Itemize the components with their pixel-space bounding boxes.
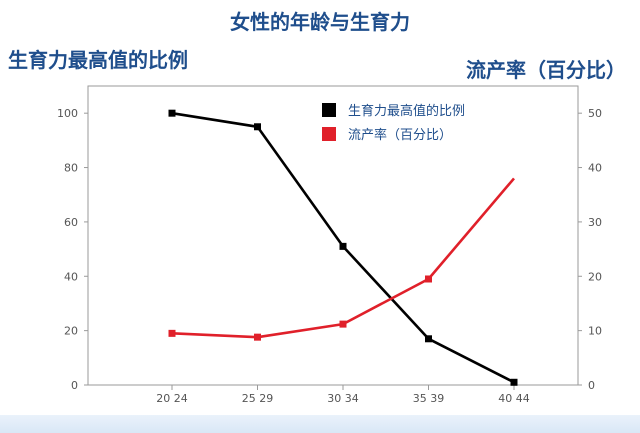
- left-tick-label: 100: [57, 107, 78, 120]
- left-tick-label: 80: [64, 162, 78, 175]
- series-1-point: [425, 335, 432, 343]
- legend-label-1: 生育力最高值的比例: [348, 103, 465, 119]
- right-tick-label: 50: [588, 107, 602, 120]
- left-tick-label: 20: [64, 325, 78, 338]
- left-tick-label: 60: [64, 216, 78, 229]
- bottom-decoration: [0, 415, 640, 433]
- left-tick-label: 40: [64, 270, 78, 283]
- axes-group: 0 20 40 60 80 100 0 10 20 30 40 50 20 24 25 29 30 34 35…: [57, 85, 602, 405]
- series-2-point: [168, 329, 176, 337]
- series-1-point: [339, 242, 347, 250]
- series-1-point: [168, 109, 176, 117]
- series-2-point: [254, 333, 261, 341]
- series-2-point: [425, 275, 432, 283]
- x-tick-label: 40 44: [498, 392, 530, 405]
- legend-swatch-1: [322, 103, 336, 117]
- right-tick-label: 10: [588, 325, 602, 338]
- series-group: [168, 109, 518, 386]
- left-tick-label: 0: [71, 379, 78, 392]
- x-tick-label: 30 34: [327, 392, 359, 405]
- left-axis-label: 生育力最高值的比例: [8, 48, 188, 72]
- right-tick-label: 20: [588, 270, 602, 283]
- series-1-point: [510, 378, 518, 386]
- plot-frame: [87, 85, 579, 386]
- right-tick-label: 30: [588, 216, 602, 229]
- series-2: [168, 177, 515, 341]
- chart-title: 女性的年龄与生育力: [230, 10, 410, 34]
- x-tick-label: 20 24: [156, 392, 188, 405]
- right-tick-label: 40: [588, 162, 602, 175]
- x-tick-label: 35 39: [413, 392, 445, 405]
- right-axis-label: 流产率（百分比）: [466, 58, 626, 82]
- series-1-point: [254, 123, 261, 131]
- series-2-point: [339, 320, 347, 328]
- series-2-line: [171, 177, 515, 339]
- series-1: [168, 109, 518, 386]
- legend-swatch-2: [322, 127, 336, 141]
- right-tick-label: 0: [588, 379, 595, 392]
- x-tick-label: 25 29: [242, 392, 274, 405]
- legend-label-2: 流产率（百分比）: [348, 127, 452, 143]
